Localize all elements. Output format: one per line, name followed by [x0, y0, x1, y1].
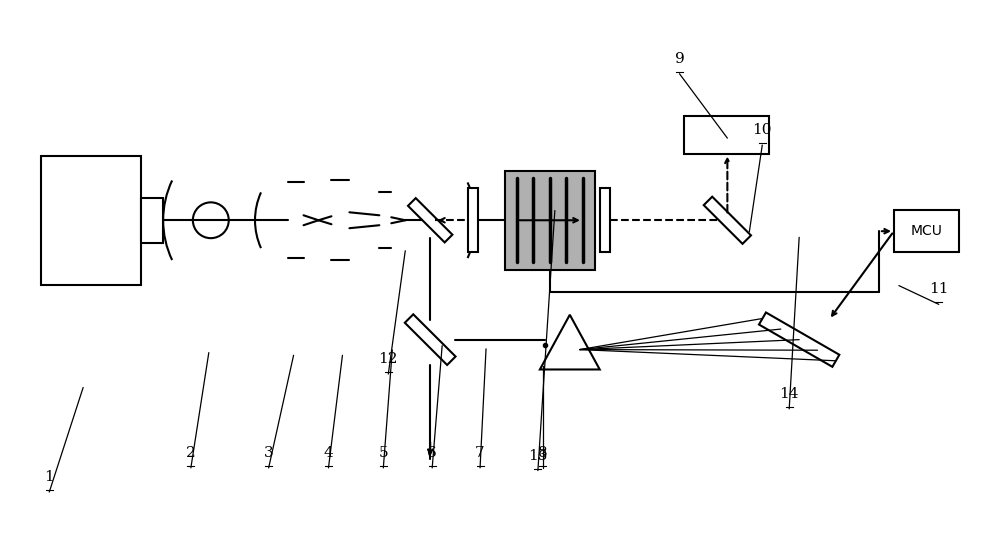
- Text: 12: 12: [379, 352, 398, 366]
- Text: 10: 10: [753, 123, 772, 137]
- Bar: [141, 198, 163, 243]
- Text: 11: 11: [929, 282, 949, 296]
- Bar: [600, 189, 610, 252]
- Polygon shape: [759, 313, 839, 367]
- Text: MCU: MCU: [910, 224, 942, 238]
- Bar: [684, 116, 769, 154]
- Text: 13: 13: [528, 448, 548, 462]
- Bar: [41, 156, 141, 285]
- Text: 1: 1: [44, 470, 54, 484]
- Text: 3: 3: [264, 446, 273, 460]
- Text: 6: 6: [427, 446, 437, 460]
- Polygon shape: [408, 198, 452, 243]
- Text: 14: 14: [779, 387, 799, 401]
- Polygon shape: [540, 315, 600, 369]
- Bar: [505, 170, 595, 270]
- Text: 7: 7: [475, 446, 485, 460]
- Bar: [468, 189, 478, 252]
- Polygon shape: [704, 197, 751, 244]
- Text: 5: 5: [379, 446, 388, 460]
- Polygon shape: [405, 314, 456, 365]
- Text: 9: 9: [675, 52, 684, 66]
- Bar: [894, 210, 959, 252]
- Text: 4: 4: [324, 446, 333, 460]
- Text: 8: 8: [538, 446, 548, 460]
- Text: 2: 2: [186, 446, 196, 460]
